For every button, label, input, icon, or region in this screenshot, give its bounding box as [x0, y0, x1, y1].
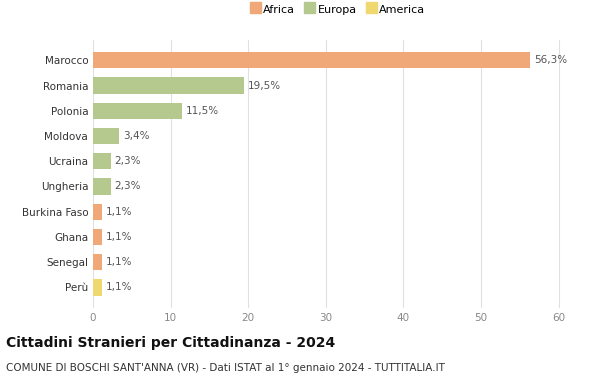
Legend: Africa, Europa, America: Africa, Europa, America	[248, 3, 427, 17]
Text: 2,3%: 2,3%	[115, 156, 141, 166]
Bar	[93, 77, 244, 94]
Text: 3,4%: 3,4%	[123, 131, 150, 141]
Text: Cittadini Stranieri per Cittadinanza - 2024: Cittadini Stranieri per Cittadinanza - 2…	[6, 336, 335, 350]
Text: 1,1%: 1,1%	[106, 257, 132, 267]
Text: 1,1%: 1,1%	[106, 282, 132, 293]
Text: 11,5%: 11,5%	[186, 106, 219, 116]
Bar	[93, 279, 101, 296]
Bar	[93, 128, 119, 144]
Bar	[93, 204, 101, 220]
Text: 2,3%: 2,3%	[115, 182, 141, 192]
Bar	[93, 229, 101, 245]
Text: COMUNE DI BOSCHI SANT'ANNA (VR) - Dati ISTAT al 1° gennaio 2024 - TUTTITALIA.IT: COMUNE DI BOSCHI SANT'ANNA (VR) - Dati I…	[6, 363, 445, 373]
Bar	[93, 178, 111, 195]
Bar	[93, 52, 530, 68]
Bar	[93, 254, 101, 271]
Text: 56,3%: 56,3%	[534, 55, 567, 65]
Text: 1,1%: 1,1%	[106, 232, 132, 242]
Text: 1,1%: 1,1%	[106, 207, 132, 217]
Text: 19,5%: 19,5%	[248, 81, 281, 90]
Bar	[93, 103, 182, 119]
Bar	[93, 153, 111, 169]
